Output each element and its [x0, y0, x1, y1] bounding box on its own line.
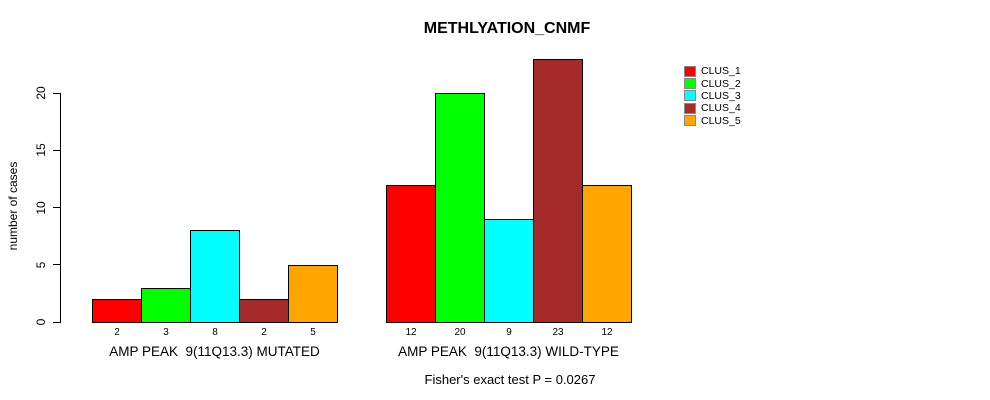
bar-count-label: 2 [114, 327, 120, 338]
y-axis-tick-label-20: 20 [34, 86, 48, 100]
legend-label: CLUS_4 [701, 102, 741, 115]
bar-count-label: 2 [261, 327, 267, 338]
bar-clus_3-group2 [484, 219, 534, 323]
bar-clus_3-group1 [190, 230, 240, 323]
bar-clus_1-group2 [386, 185, 436, 323]
y-axis-tick-label-0: 0 [34, 318, 48, 326]
legend-swatch-icon [684, 102, 696, 114]
bar-clus_2-group2 [435, 93, 485, 323]
legend-swatch-icon [684, 78, 696, 90]
group-label-wild-type: AMP PEAK 9(11Q13.3) WILD-TYPE [398, 344, 619, 359]
y-axis-label: number of cases [6, 161, 20, 251]
bar-clus_5-group1 [288, 265, 338, 323]
legend-row-clus_2: CLUS_2 [684, 77, 741, 90]
legend-row-clus_4: CLUS_4 [684, 102, 741, 114]
y-axis-tick-15 [53, 149, 60, 151]
bar-count-label: 23 [552, 327, 564, 338]
fishers-test-annotation: Fisher's exact test P = 0.0267 [424, 372, 596, 387]
chart-title: METHLYATION_CNMF [423, 20, 591, 37]
y-axis-tick-label-15: 15 [34, 143, 48, 157]
legend-swatch-icon [684, 115, 696, 127]
bar-clus_5-group2 [582, 185, 632, 323]
y-axis-line [60, 93, 61, 323]
y-axis-tick-label-5: 5 [34, 261, 48, 269]
bar-count-label: 5 [310, 327, 316, 338]
legend-swatch-icon [684, 65, 696, 77]
bar-clus_4-group2 [533, 59, 583, 323]
legend-row-clus_5: CLUS_5 [684, 115, 741, 127]
bar-count-label: 12 [405, 327, 417, 338]
legend-row-clus_1: CLUS_1 [684, 65, 741, 77]
bar-count-label: 8 [212, 327, 218, 338]
legend-label: CLUS_5 [701, 114, 741, 127]
bar-count-label: 3 [163, 327, 169, 338]
legend-row-clus_3: CLUS_3 [684, 90, 741, 102]
bar-clus_1-group1 [92, 299, 142, 323]
bar-count-label: 20 [454, 327, 466, 338]
group-label-mutated: AMP PEAK 9(11Q13.3) MUTATED [109, 344, 320, 359]
y-axis-tick-label-10: 10 [34, 200, 48, 215]
y-axis-tick-5 [53, 264, 60, 266]
legend-label: CLUS_1 [701, 65, 741, 78]
legend: CLUS_1 CLUS_2 CLUS_3 CLUS_4 CLUS_5 [684, 65, 741, 127]
bar-count-label: 9 [506, 327, 512, 338]
y-axis-tick-20 [53, 92, 60, 94]
bar-clus_4-group1 [239, 299, 289, 323]
y-axis-tick-10 [53, 207, 60, 208]
bar-count-label: 12 [601, 327, 613, 338]
legend-label: CLUS_3 [701, 89, 741, 102]
y-axis-tick-0 [53, 321, 60, 323]
bar-clus_2-group1 [141, 288, 191, 323]
legend-swatch-icon [684, 90, 696, 102]
legend-label: CLUS_2 [701, 77, 741, 90]
